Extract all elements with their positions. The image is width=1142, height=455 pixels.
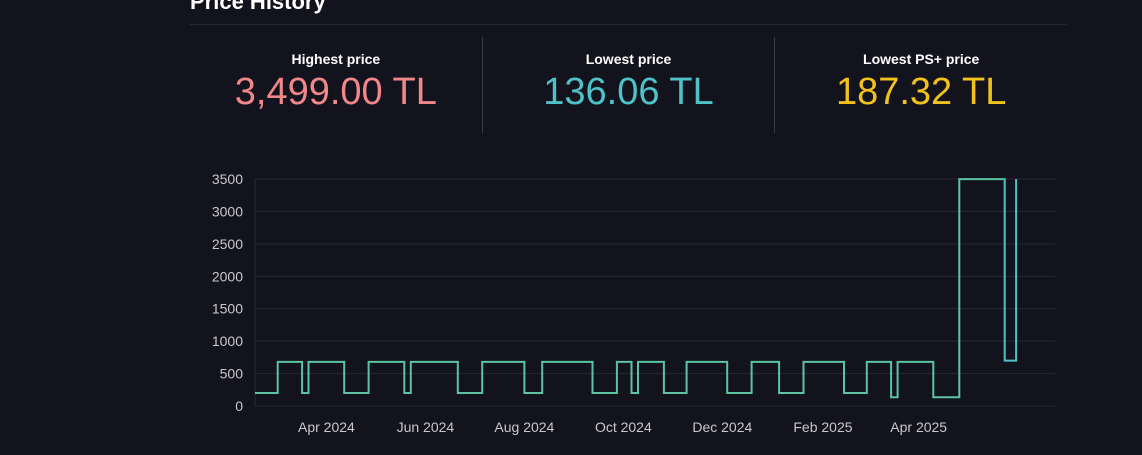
y-tick-label: 3000: [212, 203, 243, 219]
price-series-line: [1003, 178, 1018, 362]
title-divider: [190, 24, 1067, 25]
stat-lowest-psplus-price: Lowest PS+ price 187.32 TL: [774, 37, 1067, 133]
section-title: Price History: [190, 0, 326, 14]
x-tick-label: Oct 2024: [595, 419, 652, 435]
y-tick-label: 3500: [212, 171, 243, 187]
x-tick-label: Jun 2024: [397, 419, 455, 435]
stat-value: 136.06 TL: [543, 71, 714, 113]
x-tick-label: Dec 2024: [692, 419, 752, 435]
stat-label: Lowest PS+ price: [863, 51, 980, 67]
y-tick-label: 2500: [212, 236, 243, 252]
y-tick-label: 500: [220, 366, 244, 382]
y-tick-label: 1500: [212, 301, 243, 317]
stat-highest-price: Highest price 3,499.00 TL: [190, 37, 482, 133]
y-tick-label: 2000: [212, 268, 243, 284]
x-tick-label: Apr 2024: [298, 419, 355, 435]
stat-label: Highest price: [291, 51, 381, 67]
y-tick-label: 0: [235, 398, 243, 414]
x-tick-label: Apr 2025: [890, 419, 947, 435]
stat-value: 3,499.00 TL: [234, 71, 437, 113]
stat-lowest-price: Lowest price 136.06 TL: [481, 37, 775, 133]
price-chart: 0 500 1000 1500 2000 2500 3000 3500 Apr 2024 Jun …: [190, 160, 1070, 450]
x-tick-label: Feb 2025: [793, 419, 852, 435]
price-stats: Highest price 3,499.00 TL Lowest price 1…: [190, 37, 1067, 133]
price-chart-svg: 0 500 1000 1500 2000 2500 3000 3500 Apr 2024 Jun …: [212, 171, 1055, 435]
stat-label: Lowest price: [585, 51, 672, 67]
y-tick-label: 1000: [212, 333, 243, 349]
x-tick-label: Aug 2024: [494, 419, 554, 435]
price-series-line: [255, 178, 1004, 399]
stat-value: 187.32 TL: [835, 71, 1007, 113]
